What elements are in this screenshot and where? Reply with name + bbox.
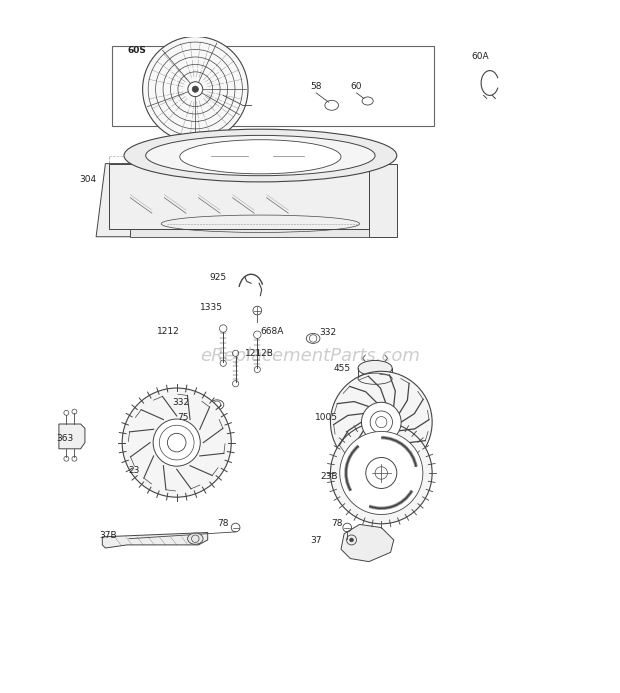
Polygon shape <box>130 229 369 237</box>
FancyBboxPatch shape <box>112 46 434 126</box>
Text: 1212: 1212 <box>157 327 180 336</box>
Polygon shape <box>108 164 369 229</box>
Circle shape <box>143 37 248 142</box>
Text: 78: 78 <box>217 518 229 527</box>
Circle shape <box>366 457 397 489</box>
Text: 668A: 668A <box>260 327 284 336</box>
Polygon shape <box>59 424 85 449</box>
Text: 60: 60 <box>350 82 362 91</box>
Polygon shape <box>96 164 140 237</box>
Text: 455: 455 <box>333 364 350 373</box>
Text: 60A: 60A <box>471 52 489 61</box>
Text: 1212B: 1212B <box>245 349 274 358</box>
Text: 23B: 23B <box>321 472 338 481</box>
Circle shape <box>122 388 231 497</box>
Text: eReplacementParts.com: eReplacementParts.com <box>200 346 420 365</box>
Ellipse shape <box>180 140 341 174</box>
Polygon shape <box>369 164 397 237</box>
Text: 304: 304 <box>79 175 96 184</box>
Ellipse shape <box>358 360 392 376</box>
Circle shape <box>192 86 198 92</box>
Text: 78: 78 <box>332 518 343 527</box>
Text: 58: 58 <box>310 82 322 91</box>
Text: 60S: 60S <box>127 46 146 55</box>
Text: 332: 332 <box>319 328 337 337</box>
Circle shape <box>340 432 423 514</box>
Ellipse shape <box>146 135 375 176</box>
Text: 37B: 37B <box>99 531 117 540</box>
Circle shape <box>361 403 401 442</box>
Circle shape <box>188 82 203 96</box>
Text: 1005: 1005 <box>315 413 338 422</box>
Ellipse shape <box>187 533 203 544</box>
Circle shape <box>330 422 432 524</box>
Ellipse shape <box>124 129 397 182</box>
Polygon shape <box>341 525 394 561</box>
Circle shape <box>153 419 200 466</box>
Circle shape <box>350 538 353 542</box>
Text: 1335: 1335 <box>200 303 223 312</box>
Text: 37: 37 <box>310 536 322 545</box>
Text: 23: 23 <box>128 466 140 475</box>
Circle shape <box>167 433 186 452</box>
Text: 75: 75 <box>177 413 189 422</box>
Text: 332: 332 <box>172 398 189 407</box>
Circle shape <box>330 371 432 473</box>
Text: 363: 363 <box>56 434 73 443</box>
Text: 925: 925 <box>209 272 226 281</box>
Polygon shape <box>102 532 208 548</box>
